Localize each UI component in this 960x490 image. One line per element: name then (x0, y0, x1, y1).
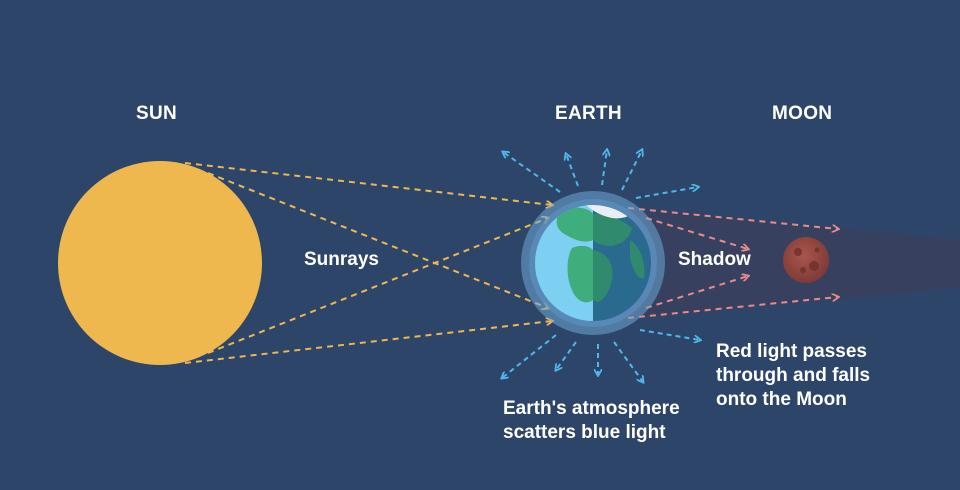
sunray-bottom-straight (184, 321, 552, 364)
scatter-arrow (556, 341, 577, 370)
red-arrow (645, 217, 748, 249)
sunrays-label: Sunrays (304, 249, 379, 270)
scatter-arrow (621, 150, 642, 191)
scatter-arrow (502, 334, 557, 378)
red-light-caption-line: through and falls (716, 365, 871, 386)
moon-craters (794, 247, 820, 273)
moon-title: MOON (772, 103, 833, 124)
shadow-label: Shadow (678, 249, 751, 270)
atmosphere-caption: Earth's atmosphere scatters blue light (503, 397, 680, 445)
sunray-top-cross (207, 172, 548, 308)
earth (535, 205, 651, 321)
red-arrow (627, 207, 838, 229)
sunrays (184, 162, 552, 364)
scatter-arrow (639, 329, 700, 340)
scatter-arrow (613, 341, 643, 382)
sun-title: SUN (136, 103, 178, 124)
red-arrow (627, 297, 838, 319)
sunray-top-straight (184, 162, 552, 205)
earth-title: EARTH (555, 103, 622, 124)
red-light-caption-line: onto the Moon (716, 389, 847, 410)
scatter-arrow (601, 150, 607, 186)
moon (783, 237, 829, 283)
blue-scatter-arrows (502, 150, 700, 382)
scatter-arrow (566, 154, 579, 187)
scatter-arrow (503, 152, 561, 193)
red-light-arrows (627, 207, 838, 319)
red-light-caption: Red light passes through and falls onto … (716, 340, 870, 412)
sun (58, 161, 262, 365)
atmosphere-caption-line: scatters blue light (503, 422, 666, 443)
red-light-caption-line: Red light passes (716, 341, 867, 362)
scatter-arrow (635, 187, 698, 199)
sunray-bottom-cross (207, 218, 548, 354)
atmosphere-caption-line: Earth's atmosphere (503, 398, 680, 419)
red-arrow (645, 276, 748, 309)
earth-shadow-cone (600, 205, 960, 322)
